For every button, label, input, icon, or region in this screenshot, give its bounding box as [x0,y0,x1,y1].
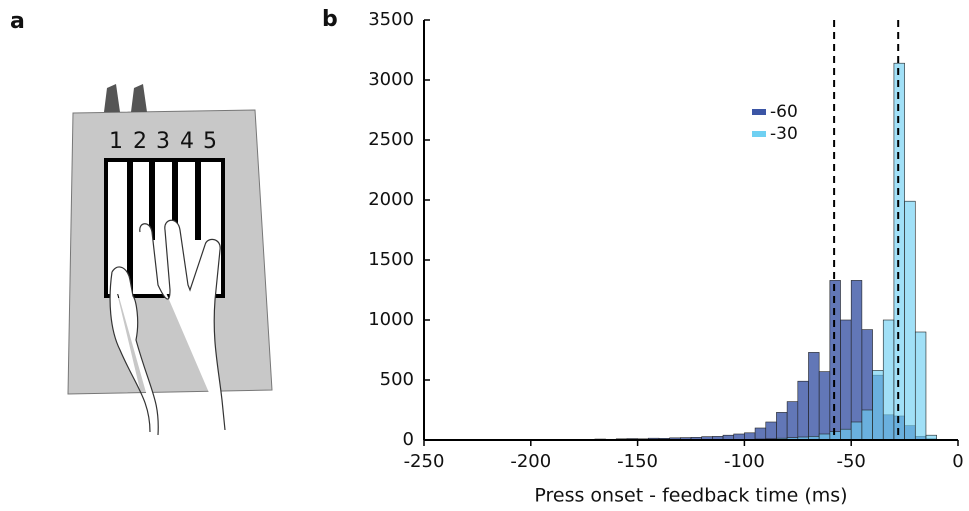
x-tick-label: -150 [617,451,658,472]
bar [829,431,841,441]
x-tick-label: -200 [510,451,551,472]
y-tick-label: 3000 [368,69,414,90]
bar [840,319,852,441]
bar [850,280,863,441]
bar [840,428,852,441]
y-tick-label: 500 [380,369,414,390]
bar [904,200,916,441]
bar [765,421,777,441]
y-tick-label: 2000 [368,189,414,210]
bar [861,409,873,441]
bar [786,401,799,441]
panel-label: b [322,7,338,32]
bar [776,412,788,441]
key-label: 3 [156,129,170,154]
key-label: 1 [109,129,123,154]
y-tick-label: 3500 [368,9,414,30]
legend-label: -60 [770,102,798,122]
bar [797,380,809,441]
y-tick-label: 2500 [368,129,414,150]
bar [850,421,863,441]
legend-label: -30 [770,124,798,144]
bar [744,432,756,441]
legend-swatch [752,131,766,137]
key-label: 2 [133,129,147,154]
x-tick-label: -100 [724,451,765,472]
y-tick-label: 0 [403,429,414,450]
x-axis-label: Press onset - feedback time (ms) [534,485,847,507]
bar [829,280,841,441]
bar [914,331,927,441]
x-tick-label: -250 [404,451,445,472]
bar [754,427,767,441]
x-tick-label: 0 [952,451,963,472]
legend-swatch [752,109,766,115]
y-tick-label: 1000 [368,309,414,330]
key-label: 5 [203,129,217,154]
bar [808,352,820,441]
bar [893,62,905,441]
y-tick-label: 1500 [368,249,414,270]
x-tick-label: -50 [836,451,865,472]
keyboard-illustration: 1 2 3 4 5 [67,84,273,436]
bar [872,370,884,441]
key-label: 4 [180,129,194,154]
bar [818,371,831,441]
panel-label: a [10,9,25,34]
bar [882,319,895,441]
